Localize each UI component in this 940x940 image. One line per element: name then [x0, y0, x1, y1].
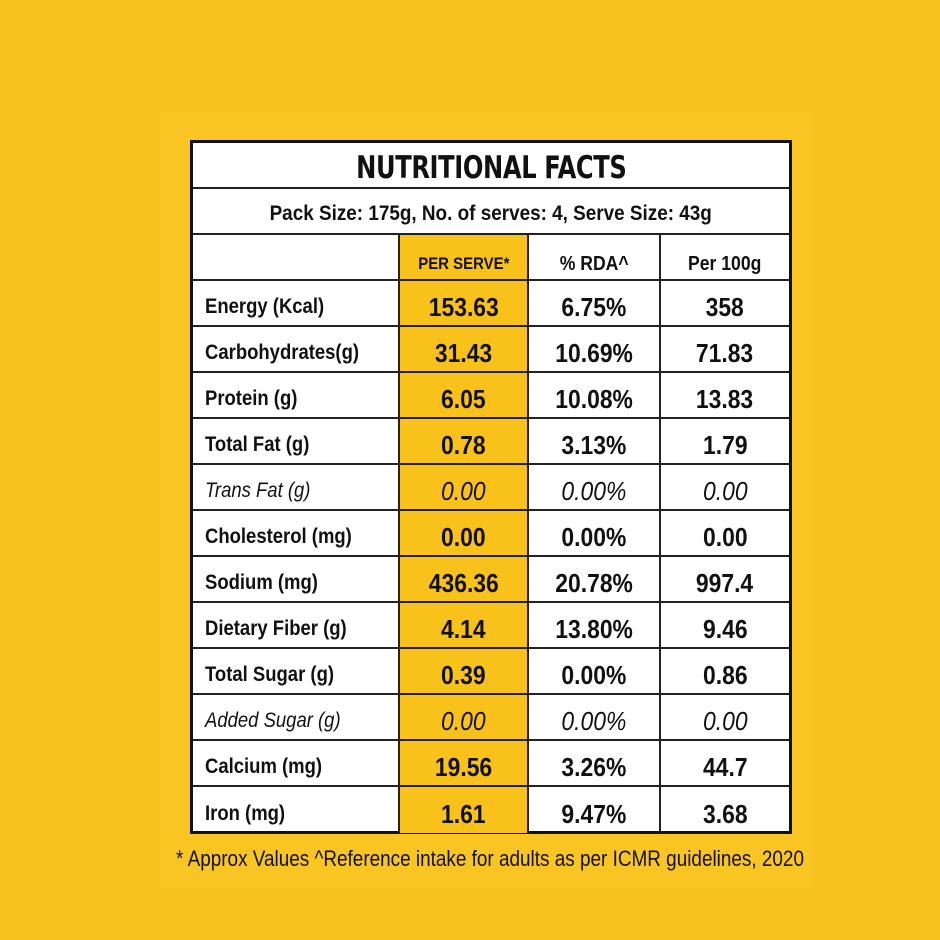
rda-value: 10.69% [529, 327, 661, 371]
nutrient-name: Energy (Kcal) [193, 281, 400, 325]
nutrient-name: Added Sugar (g) [193, 695, 400, 739]
table-row: Iron (mg) 1.61 9.47% 3.68 [193, 787, 789, 833]
per-100g-value: 0.00 [702, 705, 748, 736]
per-serve-value: 31.43 [400, 327, 529, 371]
nutrient-name: Cholesterol (mg) [193, 511, 400, 555]
column-header-row: PER SERVE* % RDA^ Per 100g [193, 235, 789, 281]
per-serve-value: 0.00 [400, 695, 529, 739]
per-serve-value: 0.39 [400, 649, 529, 693]
rda-value: 6.75% [529, 281, 661, 325]
rda-value: 10.08% [529, 373, 661, 417]
rda-value: 0.00% [529, 649, 661, 693]
per-100g-value: 1.79 [702, 429, 748, 460]
per-100g-value: 0.00 [702, 475, 748, 506]
footnote: * Approx Values ^Reference intake for ad… [176, 846, 804, 871]
rda-value: 3.26% [529, 741, 661, 785]
per-serve-value: 0.00 [400, 511, 529, 555]
nutrient-grid: PER SERVE* % RDA^ Per 100g Energy (Kcal)… [193, 235, 789, 833]
table-row: Trans Fat (g) 0.00 0.00% 0.00 [193, 465, 789, 511]
title-row: NUTRITIONAL FACTS [193, 143, 789, 189]
table-row: Protein (g) 6.05 10.08% 13.83 [193, 373, 789, 419]
table-row: Total Sugar (g) 0.39 0.00% 0.86 [193, 649, 789, 695]
per-100g-value: 358 [705, 291, 745, 322]
per-100g-value: 44.7 [702, 751, 748, 782]
pack-info-row: Pack Size: 175g, No. of serves: 4, Serve… [193, 189, 789, 235]
nutrient-name: Iron (mg) [193, 787, 400, 833]
per-100g-value: 3.68 [702, 798, 748, 829]
per-100g-value: 0.86 [702, 659, 748, 690]
nutrient-name: Total Sugar (g) [193, 649, 400, 693]
nutrient-name: Carbohydrates(g) [193, 327, 400, 371]
per-100g-value: 9.46 [702, 613, 748, 644]
column-header-per-serve: PER SERVE* [400, 235, 529, 279]
pack-info: Pack Size: 175g, No. of serves: 4, Serve… [269, 202, 713, 225]
per-100g-value: 997.4 [696, 567, 754, 598]
per-serve-value: 4.14 [400, 603, 529, 647]
nutrient-name: Trans Fat (g) [193, 465, 400, 509]
nutrient-name: Calcium (mg) [193, 741, 400, 785]
table-row: Calcium (mg) 19.56 3.26% 44.7 [193, 741, 789, 787]
table-row: Carbohydrates(g) 31.43 10.69% 71.83 [193, 327, 789, 373]
per-serve-value: 19.56 [400, 741, 529, 785]
nutrient-name: Dietary Fiber (g) [193, 603, 400, 647]
rda-value: 9.47% [529, 787, 661, 833]
rda-value: 0.00% [529, 465, 661, 509]
per-100g-value: 71.83 [696, 337, 754, 368]
table-row: Dietary Fiber (g) 4.14 13.80% 9.46 [193, 603, 789, 649]
table-row: Sodium (mg) 436.36 20.78% 997.4 [193, 557, 789, 603]
per-100g-value: 0.00 [702, 521, 748, 552]
nutrition-facts-table: NUTRITIONAL FACTS Pack Size: 175g, No. o… [190, 140, 792, 834]
table-row: Energy (Kcal) 153.63 6.75% 358 [193, 281, 789, 327]
per-serve-value: 436.36 [400, 557, 529, 601]
per-100g-value: 13.83 [696, 383, 754, 414]
table-row: Total Fat (g) 0.78 3.13% 1.79 [193, 419, 789, 465]
per-serve-value: 6.05 [400, 373, 529, 417]
nutrient-name: Protein (g) [193, 373, 400, 417]
column-header-per-100g: Per 100g [688, 252, 762, 275]
per-serve-value: 153.63 [400, 281, 529, 325]
column-header-nutrient [193, 235, 400, 279]
rda-value: 0.00% [529, 511, 661, 555]
table-row: Added Sugar (g) 0.00 0.00% 0.00 [193, 695, 789, 741]
rda-value: 0.00% [529, 695, 661, 739]
table-title: NUTRITIONAL FACTS [355, 150, 627, 186]
per-serve-value: 0.78 [400, 419, 529, 463]
rda-value: 20.78% [529, 557, 661, 601]
rda-value: 13.80% [529, 603, 661, 647]
per-serve-value: 0.00 [400, 465, 529, 509]
column-header-rda: % RDA^ [529, 235, 661, 279]
nutrient-name: Sodium (mg) [193, 557, 400, 601]
per-serve-value: 1.61 [400, 787, 529, 833]
rda-value: 3.13% [529, 419, 661, 463]
nutrient-name: Total Fat (g) [193, 419, 400, 463]
table-row: Cholesterol (mg) 0.00 0.00% 0.00 [193, 511, 789, 557]
